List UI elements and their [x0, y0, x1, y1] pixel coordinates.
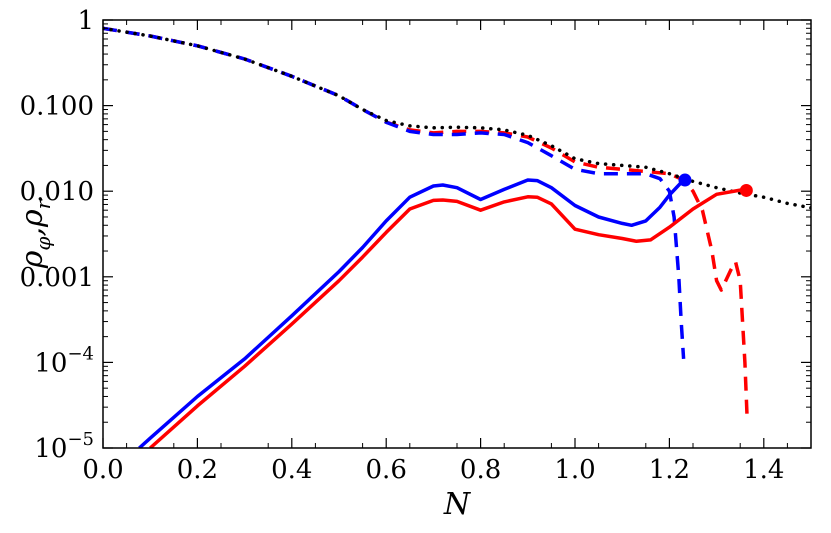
x-tick-label: 1.0	[554, 455, 595, 485]
x-tick-label: 1.2	[649, 455, 690, 485]
x-tick-label: 0.0	[82, 455, 123, 485]
x-tick-label: 0.2	[177, 455, 218, 485]
series-line-5	[149, 188, 748, 448]
y-tick-label: 10−5	[34, 429, 94, 464]
y-tick-label: 0.001	[20, 263, 94, 293]
y-tick-label: 0.100	[20, 92, 94, 122]
series-line-3	[103, 26, 811, 210]
x-axis-title: N	[443, 487, 472, 522]
series-line-1	[103, 26, 750, 423]
y-axis-title: ρφ,ρr	[15, 198, 55, 269]
end-marker-1	[678, 173, 692, 187]
tick-layer: 0.0 0.2 0.4 0.6 0.8 1.0 1.2 1.4 10−5 10−4 0.001 0.0…	[20, 6, 811, 485]
y-tick-label: 10−4	[34, 343, 94, 378]
marker-layer	[678, 173, 753, 197]
end-marker-2	[739, 183, 753, 197]
x-tick-label: 0.4	[271, 455, 312, 485]
x-tick-label: 0.8	[460, 455, 501, 485]
x-tick-label: 1.4	[743, 455, 784, 485]
x-tick-label: 0.6	[366, 455, 407, 485]
y-tick-label: 0.010	[20, 177, 94, 207]
series-line-4	[138, 178, 685, 448]
y-tick-label: 1	[77, 6, 94, 36]
series-layer	[103, 26, 811, 448]
